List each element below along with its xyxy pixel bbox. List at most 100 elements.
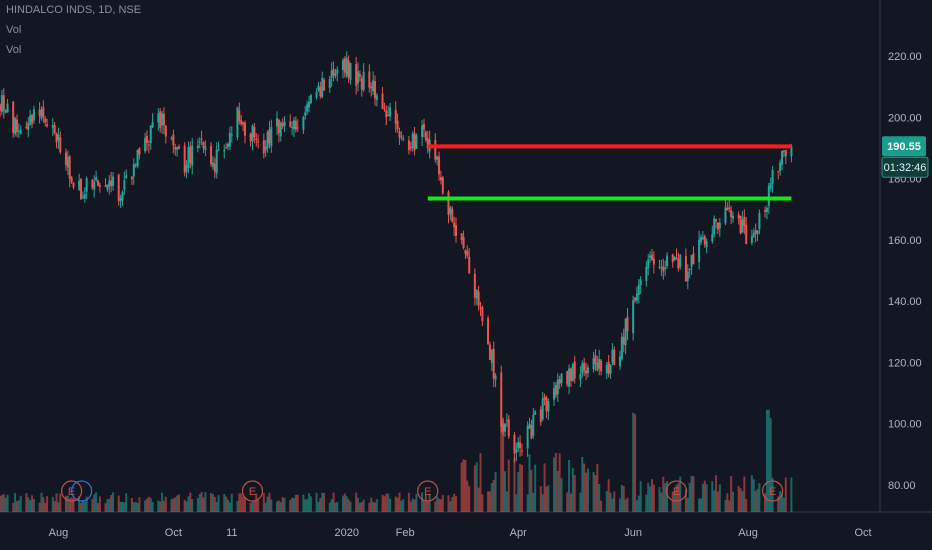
earnings-event-icon[interactable] — [241, 480, 264, 502]
volume-bar — [517, 471, 520, 512]
earnings-event-icon[interactable] — [417, 480, 439, 502]
volume-bar — [145, 498, 148, 512]
volume-bar — [688, 482, 691, 512]
candle-body — [611, 349, 614, 363]
time-tick-label: 2020 — [334, 527, 358, 539]
volume-bar — [53, 501, 56, 512]
volume-bar — [0, 495, 1, 512]
candle-body — [198, 141, 201, 143]
candle-body — [698, 239, 701, 263]
candle-body — [677, 259, 680, 269]
volume-bar — [375, 499, 378, 512]
candle-body — [12, 101, 15, 133]
candle-body — [25, 126, 28, 128]
candle-body — [53, 124, 56, 134]
candle-body — [673, 257, 676, 261]
volume-bar — [104, 503, 107, 512]
volume-bar — [534, 464, 537, 512]
volume-bar — [281, 497, 284, 512]
candle-body — [517, 442, 520, 449]
time-tick-label: Aug — [49, 527, 69, 539]
volume-bar — [230, 493, 233, 512]
earnings-event-icon[interactable] — [61, 480, 83, 502]
candle-body — [106, 184, 109, 190]
candle-body — [520, 450, 523, 452]
volume-bar — [436, 496, 439, 512]
candle-body — [439, 177, 442, 181]
candle-body — [701, 237, 704, 239]
volume-bar — [609, 492, 612, 512]
volume-bar — [40, 492, 43, 512]
candle-body — [660, 267, 663, 269]
candle-body — [215, 149, 218, 174]
candle-body — [519, 442, 522, 449]
volume-bar — [202, 497, 205, 512]
candle-body — [262, 140, 265, 154]
candle-body — [227, 144, 230, 148]
volume-bar — [78, 496, 81, 512]
volume-indicator-label-2[interactable]: Vol — [6, 44, 22, 56]
candle-body — [15, 119, 18, 133]
volume-bar — [756, 488, 759, 512]
candle-body — [556, 379, 559, 394]
volume-bar — [93, 494, 96, 512]
candle-body — [204, 146, 207, 150]
volume-indicator-label[interactable]: Vol — [6, 24, 22, 36]
candle-body — [728, 207, 731, 210]
candle-body — [711, 234, 714, 242]
volume-bar — [317, 501, 320, 512]
volume-bar — [532, 492, 535, 512]
candle-body — [505, 420, 508, 422]
volume-bar — [596, 463, 599, 512]
volume-bar — [319, 498, 322, 512]
volume-bar — [308, 493, 311, 512]
volume-bar — [178, 494, 181, 512]
candle-body — [438, 156, 441, 175]
candle-body — [66, 156, 69, 168]
volume-bar — [4, 497, 7, 512]
candle-body — [164, 125, 167, 137]
volume-bar — [46, 496, 49, 512]
candle-body — [453, 222, 456, 228]
earnings-event-icon[interactable] — [761, 480, 784, 502]
volume-bar — [666, 481, 669, 512]
price-tick-label: 100.00 — [888, 419, 922, 431]
candle-body — [569, 368, 572, 381]
candle-body — [44, 118, 47, 123]
candle-body — [666, 255, 669, 267]
volume-bar — [585, 472, 588, 512]
volume-bar — [362, 499, 365, 512]
earnings-event-icon[interactable] — [665, 480, 688, 502]
candle-body — [424, 132, 427, 141]
candle-body — [547, 401, 550, 412]
candle-body — [724, 207, 727, 224]
candle-body — [321, 77, 324, 98]
candle-body — [185, 165, 188, 172]
time-tick-label: Apr — [510, 527, 527, 539]
volume-bar — [728, 500, 731, 512]
candle-body — [292, 120, 295, 130]
candle-body — [675, 257, 678, 260]
volume-bar — [579, 492, 582, 512]
dividend-event-icon[interactable] — [71, 480, 93, 502]
volume-bar — [14, 493, 17, 512]
candle-body — [358, 74, 361, 77]
candle-body — [19, 129, 22, 134]
volume-bar — [581, 456, 584, 512]
candle-body — [645, 266, 648, 281]
volume-bar — [355, 492, 358, 512]
candle-body — [586, 367, 589, 374]
candle-body — [596, 363, 599, 371]
candle-body — [607, 361, 610, 375]
volume-bar — [211, 494, 214, 512]
candle-body — [336, 69, 339, 74]
volume-bar — [679, 476, 682, 512]
volume-bar — [106, 499, 109, 512]
volume-bar — [455, 496, 458, 512]
candle-body — [362, 71, 365, 90]
candle-body — [42, 107, 45, 118]
volume-bar — [191, 499, 194, 512]
volume-bar — [545, 486, 548, 512]
volume-bar — [302, 494, 305, 512]
